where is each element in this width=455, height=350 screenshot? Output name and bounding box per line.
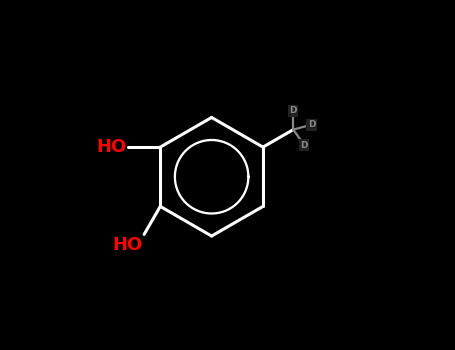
Text: D: D [308, 120, 315, 129]
Text: HO: HO [96, 138, 126, 156]
Text: D: D [300, 141, 308, 149]
Text: D: D [289, 106, 297, 115]
Text: HO: HO [112, 236, 143, 254]
